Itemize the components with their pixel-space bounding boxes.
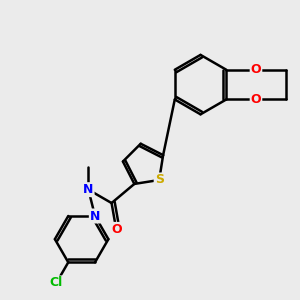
- Text: S: S: [155, 173, 164, 187]
- Text: N: N: [83, 183, 94, 196]
- Text: O: O: [251, 63, 261, 76]
- Text: N: N: [90, 209, 100, 223]
- Text: O: O: [111, 223, 122, 236]
- Text: O: O: [251, 93, 261, 106]
- Text: Cl: Cl: [50, 276, 63, 290]
